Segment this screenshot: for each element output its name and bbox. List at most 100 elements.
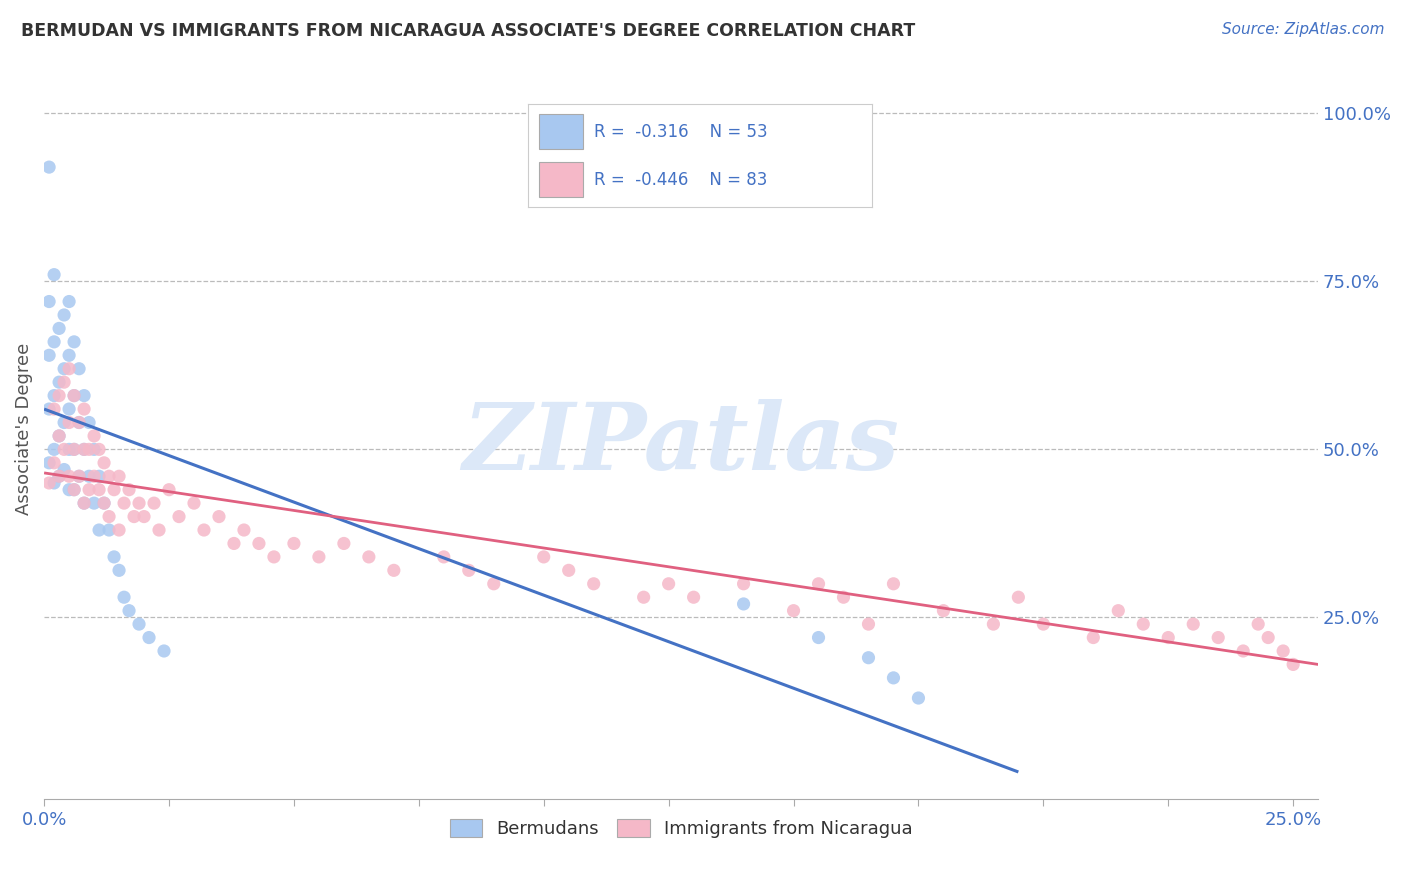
Point bbox=[118, 483, 141, 497]
Point bbox=[83, 496, 105, 510]
Point bbox=[1206, 631, 1229, 645]
Y-axis label: Associate's Degree: Associate's Degree bbox=[15, 343, 32, 516]
Point bbox=[103, 483, 125, 497]
Point bbox=[67, 416, 90, 430]
Point bbox=[53, 416, 76, 430]
Point bbox=[58, 483, 80, 497]
Point bbox=[112, 591, 135, 605]
Point bbox=[53, 308, 76, 322]
Point bbox=[48, 375, 70, 389]
Point bbox=[143, 496, 166, 510]
Point bbox=[63, 483, 86, 497]
Point bbox=[308, 549, 330, 564]
Point bbox=[48, 389, 70, 403]
Point bbox=[83, 469, 105, 483]
Point bbox=[1007, 591, 1029, 605]
Point bbox=[98, 469, 121, 483]
Point bbox=[858, 617, 880, 632]
Point bbox=[67, 361, 90, 376]
Point bbox=[93, 496, 115, 510]
Point bbox=[63, 334, 86, 349]
Point bbox=[118, 604, 141, 618]
Point bbox=[42, 268, 65, 282]
Point bbox=[733, 597, 755, 611]
Point bbox=[1182, 617, 1205, 632]
Point bbox=[112, 496, 135, 510]
Point bbox=[48, 321, 70, 335]
Point bbox=[53, 462, 76, 476]
Point bbox=[67, 469, 90, 483]
Point bbox=[42, 334, 65, 349]
Point bbox=[907, 691, 929, 706]
Point bbox=[208, 509, 231, 524]
Point bbox=[77, 416, 100, 430]
Point bbox=[482, 576, 505, 591]
Point bbox=[1257, 631, 1279, 645]
Point bbox=[58, 402, 80, 417]
Point bbox=[1232, 644, 1254, 658]
Point bbox=[42, 456, 65, 470]
Point bbox=[782, 604, 804, 618]
Point bbox=[1083, 631, 1105, 645]
Point bbox=[193, 523, 215, 537]
Point bbox=[48, 429, 70, 443]
Point bbox=[807, 576, 830, 591]
Point bbox=[103, 549, 125, 564]
Point bbox=[58, 294, 80, 309]
Point bbox=[63, 389, 86, 403]
Point bbox=[77, 442, 100, 457]
Point bbox=[42, 442, 65, 457]
Point bbox=[832, 591, 855, 605]
Point bbox=[382, 563, 405, 577]
Point bbox=[87, 523, 110, 537]
Point bbox=[87, 442, 110, 457]
Point bbox=[233, 523, 256, 537]
Point bbox=[83, 429, 105, 443]
Point bbox=[1272, 644, 1295, 658]
Point bbox=[87, 469, 110, 483]
Point bbox=[58, 442, 80, 457]
Point bbox=[153, 644, 176, 658]
Point bbox=[1132, 617, 1154, 632]
Point bbox=[53, 442, 76, 457]
Point bbox=[67, 469, 90, 483]
Point bbox=[1107, 604, 1129, 618]
Point bbox=[557, 563, 579, 577]
Text: ZIPatlas: ZIPatlas bbox=[463, 399, 900, 489]
Point bbox=[183, 496, 205, 510]
Point bbox=[658, 576, 681, 591]
Point bbox=[682, 591, 704, 605]
Point bbox=[357, 549, 380, 564]
Point bbox=[128, 496, 150, 510]
Point bbox=[93, 456, 115, 470]
Point bbox=[122, 509, 145, 524]
Point bbox=[58, 361, 80, 376]
Legend: Bermudans, Immigrants from Nicaragua: Bermudans, Immigrants from Nicaragua bbox=[443, 812, 920, 846]
Point bbox=[222, 536, 245, 550]
Point bbox=[98, 509, 121, 524]
Point bbox=[93, 496, 115, 510]
Point bbox=[63, 442, 86, 457]
Point bbox=[58, 416, 80, 430]
Point bbox=[633, 591, 655, 605]
Point bbox=[77, 469, 100, 483]
Point bbox=[1032, 617, 1054, 632]
Point bbox=[983, 617, 1005, 632]
Point bbox=[63, 389, 86, 403]
Point bbox=[882, 671, 904, 685]
Point bbox=[333, 536, 356, 550]
Point bbox=[63, 483, 86, 497]
Point bbox=[283, 536, 305, 550]
Point bbox=[533, 549, 555, 564]
Point bbox=[42, 389, 65, 403]
Point bbox=[73, 496, 96, 510]
Point bbox=[73, 402, 96, 417]
Point bbox=[157, 483, 180, 497]
Point bbox=[1282, 657, 1305, 672]
Point bbox=[108, 563, 131, 577]
Point bbox=[932, 604, 955, 618]
Point bbox=[48, 469, 70, 483]
Point bbox=[38, 456, 60, 470]
Point bbox=[733, 576, 755, 591]
Point bbox=[1247, 617, 1270, 632]
